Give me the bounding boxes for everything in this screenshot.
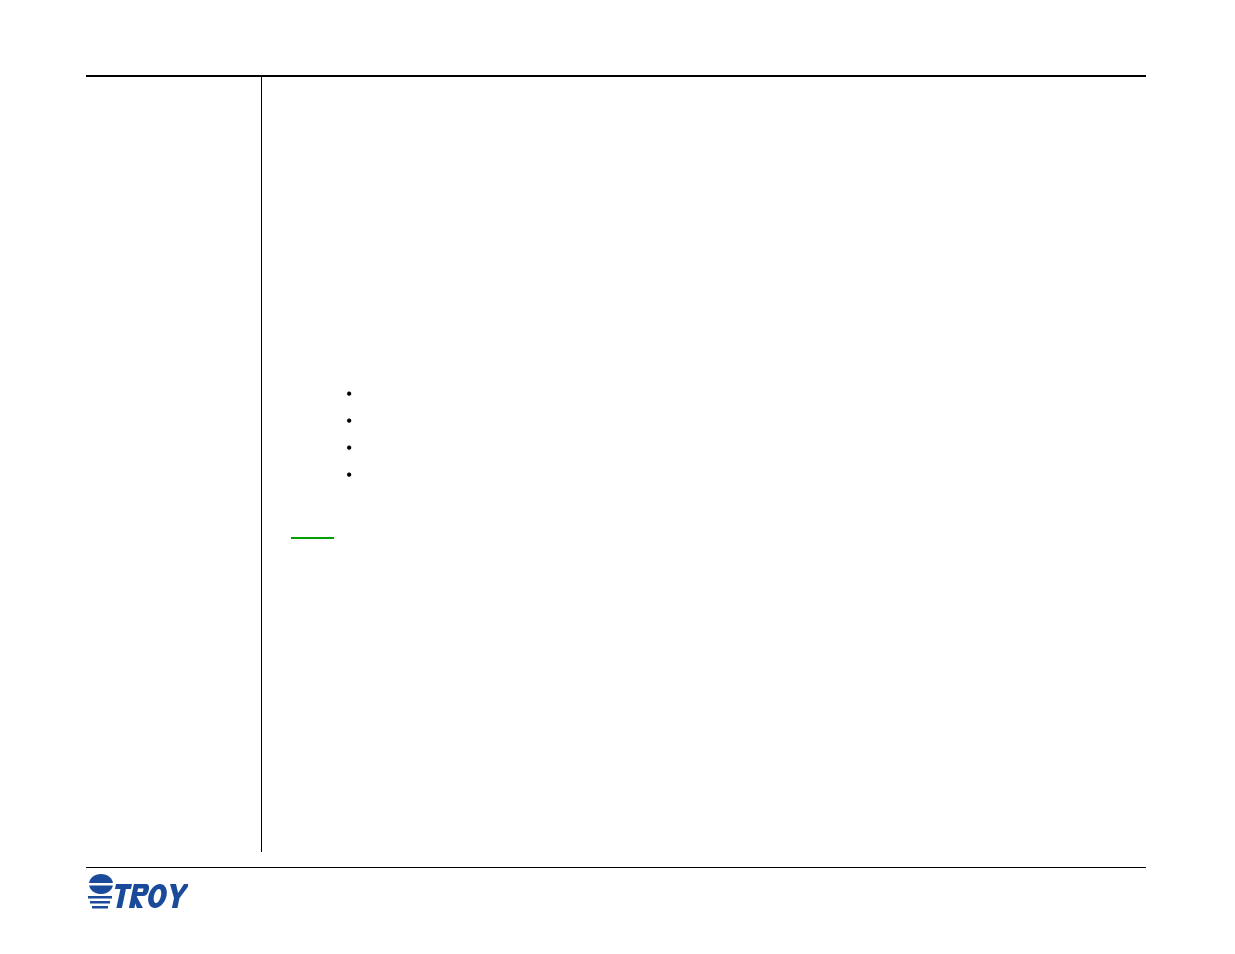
vertical-divider-rule (261, 77, 262, 852)
bullet-item: • (346, 466, 352, 493)
bullet-item: • (346, 412, 352, 439)
bullet-list: • • • • (346, 385, 352, 493)
green-accent-line (291, 537, 334, 539)
troy-logo (86, 872, 188, 919)
bullet-item: • (346, 439, 352, 466)
bullet-item: • (346, 385, 352, 412)
bottom-horizontal-rule (86, 867, 1146, 868)
